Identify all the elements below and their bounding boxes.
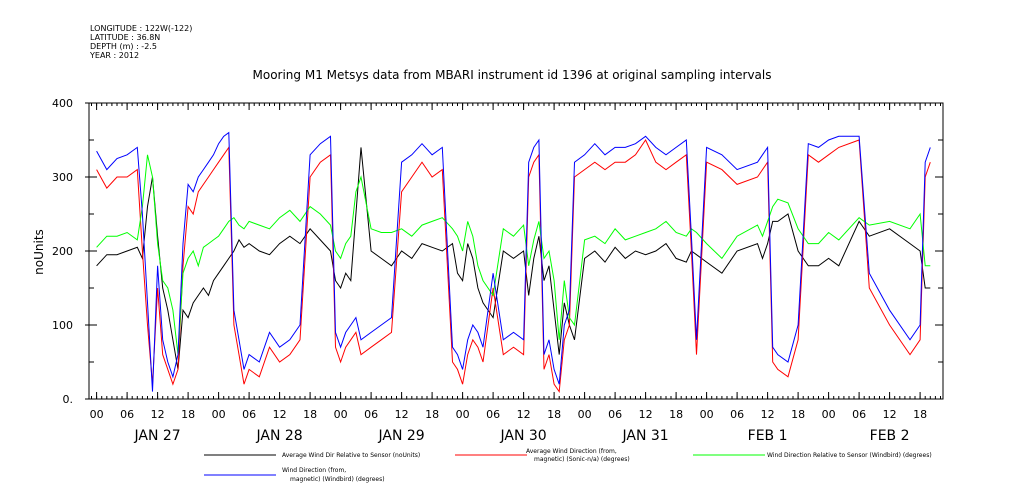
x-tick-label: 18 [425,408,439,421]
x-tick-label: 12 [761,408,775,421]
x-day-label: FEB 1 [748,428,788,444]
legend-label-windbird-from-magnetic-2: magnetic) (Windbird) (degrees) [290,476,385,483]
x-tick-label: 18 [547,408,561,421]
x-tick-label: 00 [578,408,592,421]
x-tick-label: 06 [486,408,500,421]
meta-depth: DEPTH (m) : -2.5 [90,42,157,51]
legend-label-avg-rel-sensor: Average Wind Dir Relative to Sensor (noU… [282,452,420,459]
x-tick-label: 12 [151,408,165,421]
x-tick-label: 12 [639,408,653,421]
x-day-label: JAN 29 [377,428,424,444]
x-tick-label: 12 [883,408,897,421]
y-tick-label: 400 [52,97,73,110]
x-day-label: JAN 28 [255,428,302,444]
meta-latitude: LATITUDE : 36.8N [90,33,160,42]
x-tick-label: 06 [608,408,622,421]
y-tick-label: 0. [63,393,74,406]
x-tick-label: 00 [212,408,226,421]
x-tick-label: 06 [120,408,134,421]
plot-area: 00 06 12 18 00 06 12 18 00 06 12 18 00 06 12 18 00 06 12 18… [52,97,944,444]
x-tick-label: 18 [303,408,317,421]
x-tick-label: 06 [852,408,866,421]
x-tick-label: 18 [669,408,683,421]
y-tick-label: 200 [52,245,73,258]
x-tick-label: 12 [395,408,409,421]
series-line-4 [96,131,931,392]
y-axis-title: noUnits [32,229,46,275]
meta-year: YEAR : 2012 [89,51,139,60]
legend-label-avg-from-magnetic-2: magnetic) (Sonic-n/a) (degrees) [534,456,630,463]
x-tick-label: 18 [181,408,195,421]
x-day-label: FEB 2 [870,428,910,444]
x-tick-label: 06 [730,408,744,421]
x-day-label: JAN 31 [621,428,668,444]
x-tick-label: 12 [273,408,287,421]
x-day-label: JAN 27 [133,428,180,444]
x-tick-label: 18 [791,408,805,421]
chart-title: Mooring M1 Metsys data from MBARI instru… [253,68,772,82]
x-tick-label: 00 [90,408,104,421]
x-tick-label: 00 [700,408,714,421]
legend: Average Wind Dir Relative to Sensor (noU… [204,448,932,483]
legend-label-windbird-rel-sensor: Wind Direction Relative to Sensor (Windb… [767,452,932,459]
meta-longitude: LONGITUDE : 122W(-122) [90,24,192,33]
x-tick-label: 00 [334,408,348,421]
x-day-label: JAN 30 [499,428,546,444]
x-tick-label: 06 [242,408,256,421]
legend-label-avg-from-magnetic-1: Average Wind Direction (from, [526,448,617,455]
metadata-block: LONGITUDE : 122W(-122) LATITUDE : 36.8N … [89,24,192,60]
legend-label-windbird-from-magnetic-1: Wind Direction (from, [282,467,346,474]
x-tick-label: 12 [517,408,531,421]
series-line-2 [96,138,931,394]
series-line-1 [96,147,931,370]
series-line-3 [96,154,931,355]
x-tick-label: 00 [822,408,836,421]
x-tick-label: 18 [913,408,927,421]
x-tick-label: 06 [364,408,378,421]
x-tick-label: 00 [456,408,470,421]
y-tick-label: 300 [52,171,73,184]
y-tick-label: 100 [52,319,73,332]
